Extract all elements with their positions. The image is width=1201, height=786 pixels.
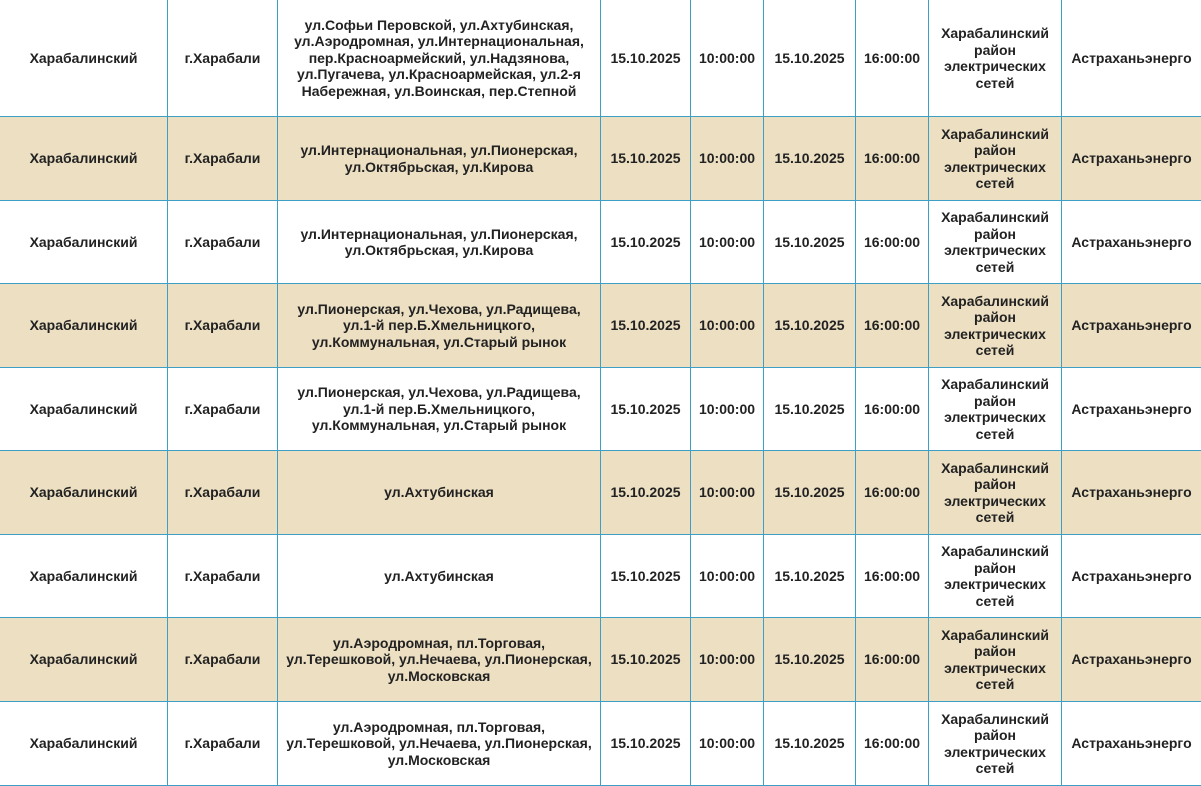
network-cell: Харабалинский район электрических сетей [929,618,1062,702]
streets-cell: ул.Аэродромная, пл.Торговая, ул.Терешков… [278,702,601,786]
end-date-cell: 15.10.2025 [764,284,856,368]
district-cell: Харабалинский [0,117,168,201]
end-time-cell: 16:00:00 [856,451,929,535]
organization-cell: Астраханьэнерго [1062,368,1201,451]
organization-cell: Астраханьэнерго [1062,535,1201,618]
locality-cell: г.Харабали [168,117,278,201]
end-date-cell: 15.10.2025 [764,368,856,451]
end-date-cell: 15.10.2025 [764,0,856,117]
end-time-cell: 16:00:00 [856,0,929,117]
end-date-cell: 15.10.2025 [764,201,856,284]
start-time-cell: 10:00:00 [691,0,764,117]
locality-cell: г.Харабали [168,284,278,368]
network-cell: Харабалинский район электрических сетей [929,368,1062,451]
start-date-cell: 15.10.2025 [601,117,691,201]
district-cell: Харабалинский [0,201,168,284]
organization-cell: Астраханьэнерго [1062,0,1201,117]
end-date-cell: 15.10.2025 [764,702,856,786]
streets-cell: ул.Софьи Перовской, ул.Ахтубинская, ул.А… [278,0,601,117]
start-time-cell: 10:00:00 [691,535,764,618]
network-cell: Харабалинский район электрических сетей [929,201,1062,284]
start-date-cell: 15.10.2025 [601,451,691,535]
streets-cell: ул.Интернациональная, ул.Пионерская, ул.… [278,201,601,284]
start-date-cell: 15.10.2025 [601,284,691,368]
end-date-cell: 15.10.2025 [764,618,856,702]
streets-cell: ул.Аэродромная, пл.Торговая, ул.Терешков… [278,618,601,702]
end-time-cell: 16:00:00 [856,368,929,451]
start-date-cell: 15.10.2025 [601,368,691,451]
network-cell: Харабалинский район электрических сетей [929,451,1062,535]
start-date-cell: 15.10.2025 [601,618,691,702]
streets-cell: ул.Ахтубинская [278,535,601,618]
end-time-cell: 16:00:00 [856,702,929,786]
end-time-cell: 16:00:00 [856,201,929,284]
network-cell: Харабалинский район электрических сетей [929,0,1062,117]
district-cell: Харабалинский [0,284,168,368]
district-cell: Харабалинский [0,0,168,117]
streets-cell: ул.Пионерская, ул.Чехова, ул.Радищева, у… [278,284,601,368]
organization-cell: Астраханьэнерго [1062,451,1201,535]
end-time-cell: 16:00:00 [856,284,929,368]
start-time-cell: 10:00:00 [691,368,764,451]
locality-cell: г.Харабали [168,535,278,618]
start-time-cell: 10:00:00 [691,702,764,786]
end-date-cell: 15.10.2025 [764,117,856,201]
end-time-cell: 16:00:00 [856,535,929,618]
start-time-cell: 10:00:00 [691,451,764,535]
start-time-cell: 10:00:00 [691,117,764,201]
start-time-cell: 10:00:00 [691,618,764,702]
start-time-cell: 10:00:00 [691,201,764,284]
organization-cell: Астраханьэнерго [1062,201,1201,284]
district-cell: Харабалинский [0,618,168,702]
start-date-cell: 15.10.2025 [601,702,691,786]
organization-cell: Астраханьэнерго [1062,618,1201,702]
district-cell: Харабалинский [0,702,168,786]
locality-cell: г.Харабали [168,368,278,451]
network-cell: Харабалинский район электрических сетей [929,535,1062,618]
end-date-cell: 15.10.2025 [764,451,856,535]
organization-cell: Астраханьэнерго [1062,702,1201,786]
district-cell: Харабалинский [0,535,168,618]
locality-cell: г.Харабали [168,451,278,535]
streets-cell: ул.Интернациональная, ул.Пионерская, ул.… [278,117,601,201]
start-date-cell: 15.10.2025 [601,201,691,284]
locality-cell: г.Харабали [168,702,278,786]
start-time-cell: 10:00:00 [691,284,764,368]
locality-cell: г.Харабали [168,618,278,702]
start-date-cell: 15.10.2025 [601,0,691,117]
end-time-cell: 16:00:00 [856,117,929,201]
network-cell: Харабалинский район электрических сетей [929,702,1062,786]
end-time-cell: 16:00:00 [856,618,929,702]
locality-cell: г.Харабали [168,0,278,117]
end-date-cell: 15.10.2025 [764,535,856,618]
district-cell: Харабалинский [0,368,168,451]
network-cell: Харабалинский район электрических сетей [929,284,1062,368]
locality-cell: г.Харабали [168,201,278,284]
district-cell: Харабалинский [0,451,168,535]
streets-cell: ул.Пионерская, ул.Чехова, ул.Радищева, у… [278,368,601,451]
network-cell: Харабалинский район электрических сетей [929,117,1062,201]
start-date-cell: 15.10.2025 [601,535,691,618]
organization-cell: Астраханьэнерго [1062,284,1201,368]
organization-cell: Астраханьэнерго [1062,117,1201,201]
streets-cell: ул.Ахтубинская [278,451,601,535]
